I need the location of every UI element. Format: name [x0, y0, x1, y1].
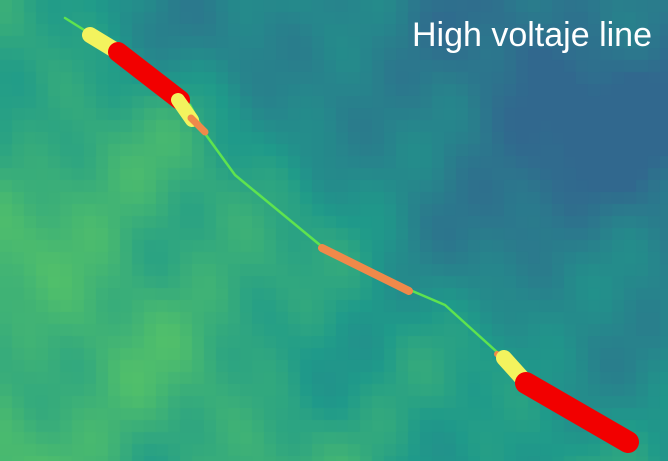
risk-segment-orange — [187, 114, 209, 136]
risk-segment-red — [108, 42, 190, 110]
risk-segment-red — [515, 372, 639, 453]
risk-segment-orange — [318, 244, 413, 295]
map-title: High voltaje line — [411, 16, 652, 54]
